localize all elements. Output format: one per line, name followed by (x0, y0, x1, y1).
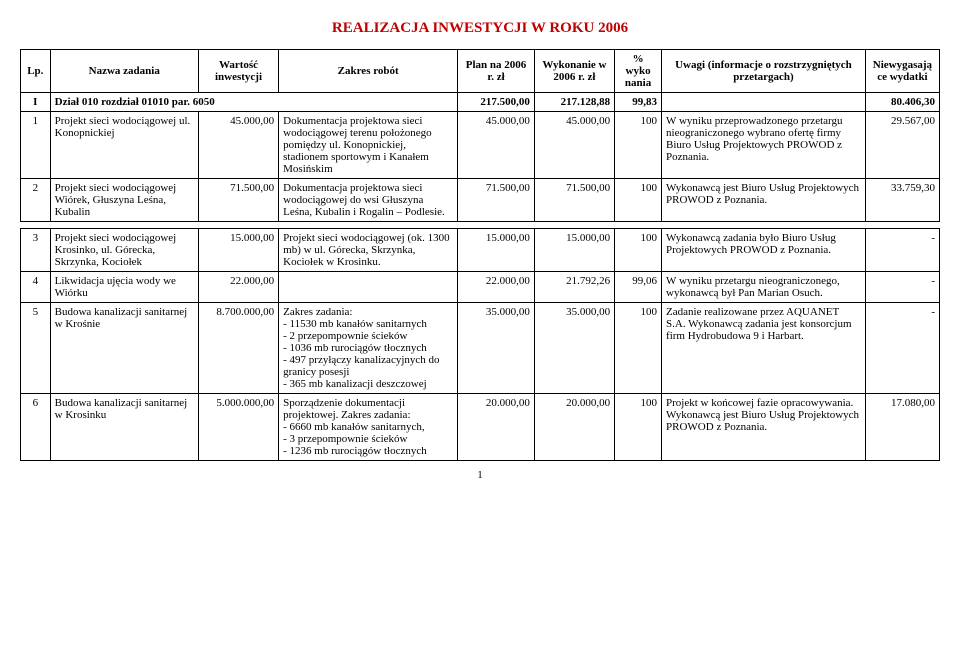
cell-wart: 71.500,00 (198, 179, 278, 222)
cell-wyk: 15.000,00 (534, 229, 614, 272)
cell-lp: 5 (21, 303, 51, 394)
section-uwagi (662, 93, 866, 112)
cell-zakres: Sporządzenie dokumentacji projektowej. Z… (279, 394, 458, 461)
cell-plan: 35.000,00 (458, 303, 535, 394)
cell-lp: 2 (21, 179, 51, 222)
cell-plan: 22.000,00 (458, 272, 535, 303)
cell-wyk: 21.792,26 (534, 272, 614, 303)
cell-uwagi: Projekt w końcowej fazie opracowywania. … (662, 394, 866, 461)
cell-plan: 15.000,00 (458, 229, 535, 272)
col-wyk: Wykonanie w 2006 r. zł (534, 50, 614, 93)
cell-niew: 29.567,00 (865, 112, 939, 179)
cell-wart: 8.700.000,00 (198, 303, 278, 394)
cell-niew: - (865, 303, 939, 394)
cell-uwagi: Wykonawcą jest Biuro Usług Projektowych … (662, 179, 866, 222)
section-name: Dział 010 rozdział 01010 par. 6050 (50, 93, 458, 112)
cell-zakres (279, 272, 458, 303)
table-row: 2Projekt sieci wodociągowej Wiórek, Głus… (21, 179, 940, 222)
cell-name: Projekt sieci wodociągowej ul. Konopnick… (50, 112, 198, 179)
cell-wyk: 71.500,00 (534, 179, 614, 222)
cell-zakres: Zakres zadania: - 11530 mb kanałów sanit… (279, 303, 458, 394)
cell-lp: 1 (21, 112, 51, 179)
investment-table: Lp. Nazwa zadania Wartość inwestycji Zak… (20, 49, 940, 461)
cell-niew: 17.080,00 (865, 394, 939, 461)
cell-lp: 4 (21, 272, 51, 303)
cell-uwagi: Zadanie realizowane przez AQUANET S.A. W… (662, 303, 866, 394)
col-pct: % wyko nania (615, 50, 662, 93)
cell-niew: 33.759,30 (865, 179, 939, 222)
section-row: I Dział 010 rozdział 01010 par. 6050 217… (21, 93, 940, 112)
cell-name: Likwidacja ujęcia wody we Wiórku (50, 272, 198, 303)
section-plan: 217.500,00 (458, 93, 535, 112)
cell-pct: 99,06 (615, 272, 662, 303)
cell-pct: 100 (615, 394, 662, 461)
cell-wyk: 20.000,00 (534, 394, 614, 461)
cell-lp: 6 (21, 394, 51, 461)
cell-niew: - (865, 272, 939, 303)
col-uwagi: Uwagi (informacje o rozstrzygniętych prz… (662, 50, 866, 93)
spacer-row (21, 222, 940, 229)
cell-uwagi: Wykonawcą zadania było Biuro Usług Proje… (662, 229, 866, 272)
cell-wart: 15.000,00 (198, 229, 278, 272)
table-row: 3Projekt sieci wodociągowej Krosinko, ul… (21, 229, 940, 272)
cell-name: Projekt sieci wodociągowej Wiórek, Głusz… (50, 179, 198, 222)
cell-zakres: Projekt sieci wodociągowej (ok. 1300 mb)… (279, 229, 458, 272)
cell-pct: 100 (615, 229, 662, 272)
table-row: 5Budowa kanalizacji sanitarnej w Krośnie… (21, 303, 940, 394)
cell-plan: 45.000,00 (458, 112, 535, 179)
col-name: Nazwa zadania (50, 50, 198, 93)
cell-pct: 100 (615, 179, 662, 222)
col-niew: Niewygasają ce wydatki (865, 50, 939, 93)
cell-uwagi: W wyniku przeprowadzonego przetargu nieo… (662, 112, 866, 179)
cell-wart: 45.000,00 (198, 112, 278, 179)
section-wyk: 217.128,88 (534, 93, 614, 112)
cell-zakres: Dokumentacja projektowa sieci wodociągow… (279, 179, 458, 222)
col-zakres: Zakres robót (279, 50, 458, 93)
cell-wyk: 35.000,00 (534, 303, 614, 394)
cell-name: Projekt sieci wodociągowej Krosinko, ul.… (50, 229, 198, 272)
section-pct: 99,83 (615, 93, 662, 112)
cell-niew: - (865, 229, 939, 272)
section-lp: I (21, 93, 51, 112)
table-header-row: Lp. Nazwa zadania Wartość inwestycji Zak… (21, 50, 940, 93)
table-row: 4Likwidacja ujęcia wody we Wiórku22.000,… (21, 272, 940, 303)
cell-name: Budowa kanalizacji sanitarnej w Krosinku (50, 394, 198, 461)
cell-pct: 100 (615, 303, 662, 394)
cell-pct: 100 (615, 112, 662, 179)
col-lp: Lp. (21, 50, 51, 93)
cell-plan: 20.000,00 (458, 394, 535, 461)
page-number: 1 (20, 469, 940, 481)
cell-uwagi: W wyniku przetargu nieograniczonego, wyk… (662, 272, 866, 303)
cell-wart: 22.000,00 (198, 272, 278, 303)
cell-wyk: 45.000,00 (534, 112, 614, 179)
cell-lp: 3 (21, 229, 51, 272)
cell-wart: 5.000.000,00 (198, 394, 278, 461)
col-plan: Plan na 2006 r. zł (458, 50, 535, 93)
table-row: 1Projekt sieci wodociągowej ul. Konopnic… (21, 112, 940, 179)
cell-zakres: Dokumentacja projektowa sieci wodociągow… (279, 112, 458, 179)
table-body: I Dział 010 rozdział 01010 par. 6050 217… (21, 93, 940, 461)
table-row: 6Budowa kanalizacji sanitarnej w Krosink… (21, 394, 940, 461)
section-niew: 80.406,30 (865, 93, 939, 112)
col-wart: Wartość inwestycji (198, 50, 278, 93)
cell-plan: 71.500,00 (458, 179, 535, 222)
page-title: REALIZACJA INWESTYCJI W ROKU 2006 (20, 20, 940, 37)
cell-name: Budowa kanalizacji sanitarnej w Krośnie (50, 303, 198, 394)
